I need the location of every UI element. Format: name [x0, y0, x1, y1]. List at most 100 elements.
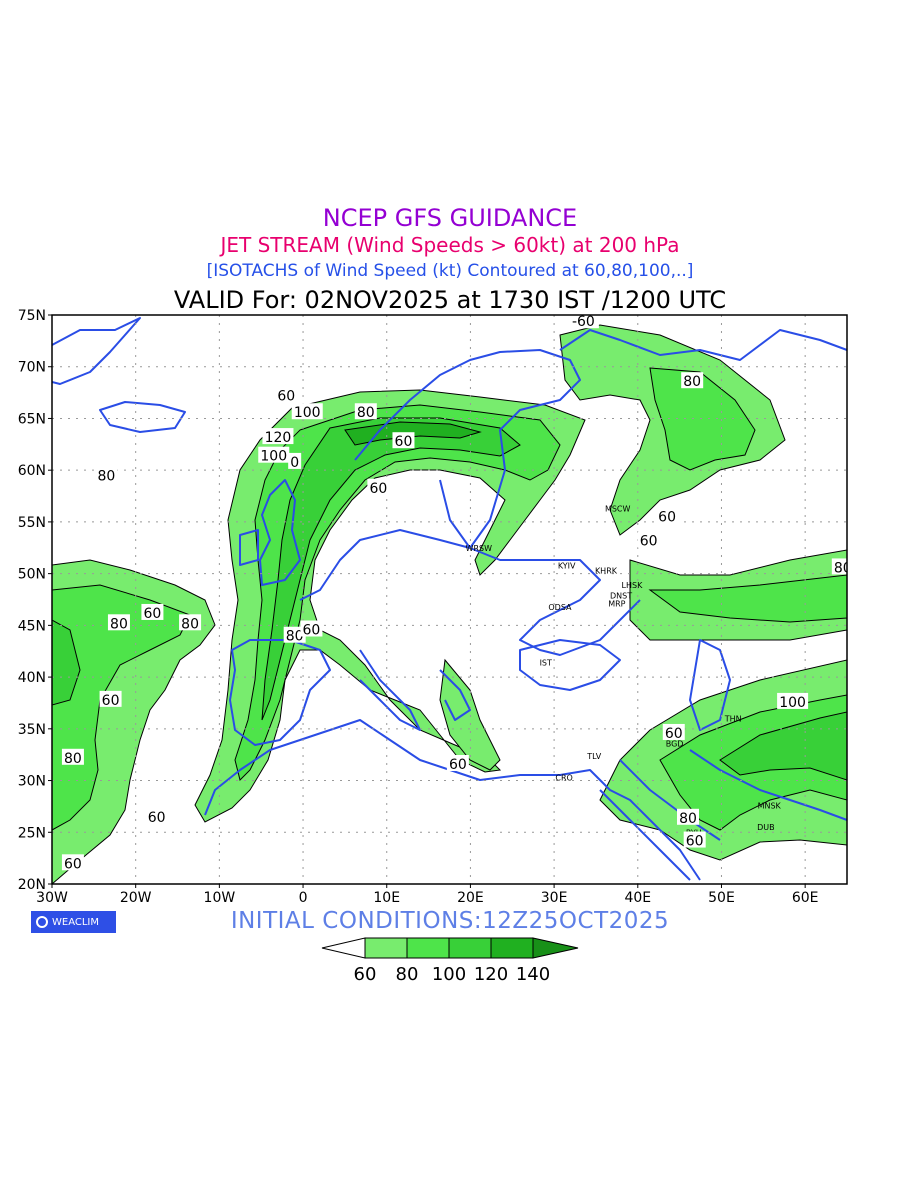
contour-label-bg — [99, 690, 122, 707]
lon-label: 30W — [36, 890, 68, 906]
contour-label-bg — [291, 403, 323, 420]
coast-gulf — [689, 749, 847, 821]
band-100-atlantic — [52, 619, 81, 706]
coast-greenland — [52, 317, 141, 385]
contour-label: 100 — [779, 695, 806, 711]
contour-label-bg — [446, 754, 469, 771]
colorbar-tick-label: 120 — [474, 964, 508, 985]
colorbar-80-100 — [406, 937, 450, 959]
contour-label-bg — [61, 748, 84, 765]
city-label: TLV — [586, 752, 601, 761]
contour-label: 80 — [286, 629, 304, 645]
contour-label: 80 — [181, 616, 199, 632]
contour-label-bg — [107, 614, 130, 631]
contour-label-bg — [681, 372, 704, 389]
contour-label: 80 — [834, 560, 852, 576]
contour-label: 60 — [148, 810, 166, 826]
contour-label: 60 — [449, 757, 467, 773]
contour-label: 60 — [102, 693, 120, 709]
coast-arctic — [559, 329, 847, 361]
coast-ireland — [239, 529, 259, 566]
contour-label: 80 — [679, 811, 697, 827]
lon-label: 30E — [541, 890, 568, 906]
city-label: MRP — [608, 600, 625, 609]
latitude-labels: 75N 70N 65N 60N 55N 50N 45N 40N 35N 30N 25N 20N — [18, 308, 52, 893]
band-80-atlantic — [52, 584, 191, 831]
lon-label: 20E — [457, 890, 484, 906]
contour-label: 0 — [290, 455, 299, 471]
colorbar-100-120 — [448, 937, 492, 959]
title-line-3: [ISOTACHS of Wind Speed (kt) Contoured a… — [206, 261, 694, 281]
coast-blacksea — [519, 639, 621, 691]
lon-label: 40E — [624, 890, 651, 906]
contour-label-bg — [392, 432, 415, 449]
contour-label: 60 — [144, 606, 162, 622]
contour-label: 120 — [265, 430, 292, 446]
lat-label: 30N — [18, 774, 46, 790]
map-frame — [51, 314, 848, 885]
contour-label-bg — [656, 507, 679, 524]
contour-label-bg — [141, 603, 164, 620]
band-80-caspian — [648, 574, 847, 623]
contour-label: 80 — [97, 468, 115, 484]
coastlines — [52, 317, 847, 881]
contour-label-bg — [179, 614, 202, 631]
city-label: CRO — [555, 774, 572, 783]
contour-label: 60 — [395, 434, 413, 450]
colorbar-120-140 — [490, 937, 534, 959]
lat-label: 70N — [18, 360, 46, 376]
colorbar-below-60 — [321, 937, 366, 959]
colorbar-tick-label: 140 — [516, 964, 550, 985]
contour-label-bg — [354, 403, 377, 420]
valid-time-title: VALID For: 02NOV2025 at 1730 IST /1200 U… — [173, 286, 727, 314]
title-line-1: NCEP GFS GUIDANCE — [322, 204, 578, 232]
city-label: ODSA — [548, 603, 572, 612]
contour-label-bg — [777, 692, 809, 709]
lat-label: 60N — [18, 463, 46, 479]
contour-label-bg — [683, 831, 706, 848]
city-label: MNSK — [758, 801, 782, 810]
contour-label-bg — [145, 807, 168, 824]
colorbar-tick-label: 60 — [354, 964, 377, 985]
contour-label: 60 — [658, 510, 676, 526]
colorbar-above-140 — [532, 937, 579, 959]
contour-label-bg — [262, 428, 294, 445]
contour-label: 80 — [357, 405, 375, 421]
contour-label-bg — [95, 466, 118, 483]
contour-label-bg — [288, 452, 302, 469]
lat-label: 65N — [18, 411, 46, 427]
lat-label: 25N — [18, 825, 46, 841]
contour-label-bg — [662, 723, 685, 740]
contour-label-bg — [637, 531, 660, 548]
title-line-2: JET STREAM (Wind Speeds > 60kt) at 200 h… — [220, 233, 680, 257]
contour-label-bg — [677, 808, 699, 825]
lon-label: 10W — [204, 890, 236, 906]
lat-label: 20N — [18, 877, 46, 893]
coast-caspian — [689, 639, 731, 731]
coast-redsea — [599, 759, 721, 881]
band-100-europe — [261, 417, 521, 721]
contour-label-bg — [283, 626, 306, 643]
colorbar-tick-label: 100 — [432, 964, 466, 985]
contour-label: -60 — [572, 314, 595, 330]
coast-scandinavia — [354, 349, 581, 549]
contour-label-bg — [831, 558, 847, 575]
lat-label: 75N — [18, 308, 46, 324]
contour-label-bg — [300, 620, 323, 637]
coast-italy-greece — [359, 649, 471, 731]
contour-label: 60 — [303, 623, 321, 639]
logo-ring-icon — [36, 916, 48, 928]
contour-label-bg — [567, 315, 599, 329]
city-label: DUB — [757, 823, 775, 832]
band-100-mideast — [719, 711, 847, 781]
initial-conditions: INITIAL CONDITIONS:12Z25OCT2025 — [230, 908, 670, 934]
colorbar-60-80 — [364, 937, 408, 959]
lon-label: 10E — [373, 890, 400, 906]
colorbar-tick-label: 80 — [396, 964, 419, 985]
contour-label: 60 — [665, 726, 683, 742]
lat-label: 50N — [18, 567, 46, 583]
contour-label: 60 — [640, 534, 658, 550]
city-label: THN — [724, 715, 742, 724]
